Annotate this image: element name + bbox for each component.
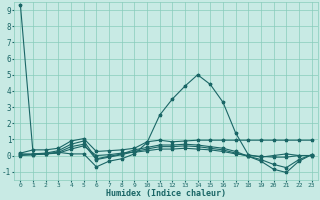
X-axis label: Humidex (Indice chaleur): Humidex (Indice chaleur): [106, 189, 226, 198]
